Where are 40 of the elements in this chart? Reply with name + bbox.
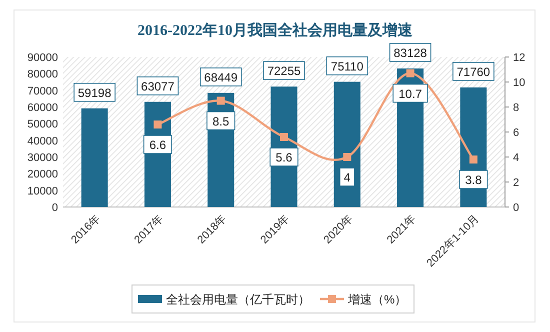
y2-tick-label: 8: [513, 102, 520, 114]
data-label: 68449: [204, 70, 238, 84]
legend-label: 全社会用电量（亿千瓦时）: [166, 292, 310, 306]
data-label: 3.8: [465, 173, 482, 187]
y2-tick-label: 10: [513, 77, 526, 89]
y-tick-label: 70000: [27, 85, 58, 98]
point: [216, 96, 225, 105]
data-label: 59198: [78, 86, 112, 100]
y-tick-label: 20000: [27, 168, 58, 181]
data-label: 6.6: [149, 138, 166, 152]
y2-tick-label: 12: [513, 52, 526, 64]
y2-tick-label: 6: [513, 127, 520, 139]
point: [343, 153, 352, 161]
data-label: 10.7: [398, 86, 422, 101]
point: [154, 120, 162, 128]
y-tick-label: 90000: [27, 52, 58, 64]
data-label: 72255: [267, 64, 302, 78]
y-tick-label: 0: [52, 202, 58, 214]
y2-tick-label: 2: [513, 177, 520, 189]
data-label: 8.5: [212, 114, 230, 128]
y2-tick-label: 4: [513, 152, 520, 164]
legend-label: 增速（%）: [347, 292, 407, 306]
y-tick-label: 40000: [27, 135, 58, 148]
data-label: 5.6: [276, 150, 293, 164]
bar: [81, 108, 108, 207]
data-label: 83128: [394, 46, 428, 60]
point: [280, 133, 288, 141]
data-label: 71760: [456, 64, 490, 79]
y-tick-label: 30000: [27, 152, 58, 164]
y-tick-label: 60000: [27, 102, 58, 114]
chart-title: 2016-2022年10月我国全社会用电量及增速: [138, 22, 414, 39]
data-label: 75110: [330, 59, 364, 74]
point: [406, 69, 414, 78]
point: [469, 156, 478, 164]
y2-tick-label: 0: [513, 202, 520, 214]
y-tick-label: 10000: [27, 185, 58, 198]
y-tick-label: 80000: [27, 68, 58, 81]
y-tick-label: 50000: [27, 118, 58, 131]
data-label: 4: [344, 170, 351, 184]
data-label: 63077: [141, 79, 175, 94]
